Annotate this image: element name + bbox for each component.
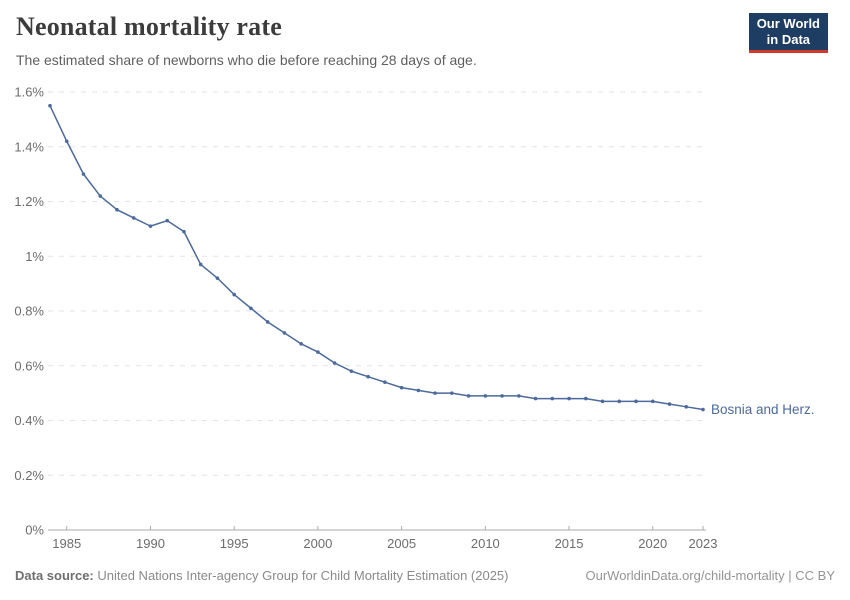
data-point: [399, 385, 404, 390]
x-tick-label: 2010: [471, 536, 500, 551]
x-tick-label: 2023: [689, 536, 718, 551]
data-point: [517, 394, 521, 398]
y-tick-label: 0.6%: [14, 358, 44, 373]
owid-logo-line1: Our World: [756, 16, 820, 31]
data-source: Data source: United Nations Inter-agency…: [15, 568, 509, 583]
data-source-text: United Nations Inter-agency Group for Ch…: [93, 568, 509, 583]
data-point: [282, 331, 287, 335]
data-point: [617, 399, 622, 404]
y-tick-label: 0.2%: [14, 468, 44, 483]
data-point: [98, 194, 103, 198]
data-point: [165, 218, 170, 223]
data-point: [667, 402, 672, 406]
data-point: [567, 396, 571, 401]
owid-logo[interactable]: Our World in Data: [748, 13, 828, 53]
data-source-label: Data source:: [15, 568, 94, 583]
data-point: [634, 399, 638, 404]
data-point: [450, 391, 454, 395]
chart-subtitle: The estimated share of newborns who die …: [16, 52, 477, 68]
x-tick-label: 2005: [387, 536, 416, 551]
data-point: [198, 262, 203, 267]
line-chart: 0% 0.2% 0.4% 0.6% 0.8% 1% 1.2% 1.4% 1.6% 1985 1990…: [0, 80, 850, 560]
x-tick-label: 2000: [303, 536, 332, 551]
data-point: [466, 394, 471, 398]
data-point: [583, 396, 588, 401]
footer-citation-link[interactable]: OurWorldinData.org/child-mortality | CC …: [585, 568, 836, 583]
x-tick-label: 2020: [638, 536, 667, 551]
data-point: [332, 361, 337, 365]
data-point: [416, 388, 421, 393]
data-point: [383, 380, 387, 384]
chart-footer: Data source: United Nations Inter-agency…: [15, 568, 835, 583]
y-tick-label: 1.4%: [14, 139, 44, 154]
data-point: [316, 350, 320, 354]
x-tick-label: 1990: [136, 536, 165, 551]
data-point: [81, 172, 86, 176]
data-point: [182, 229, 186, 234]
y-tick-label: 0.4%: [14, 413, 44, 428]
data-point: [433, 391, 437, 395]
data-point: [115, 207, 119, 212]
y-tick-label: 1%: [25, 249, 44, 264]
y-tick-label: 0%: [25, 523, 44, 538]
data-point: [232, 292, 236, 297]
data-point: [550, 396, 555, 401]
data-point: [265, 320, 270, 324]
entity-label: Bosnia and Herz.: [711, 402, 815, 417]
data-point: [701, 407, 705, 412]
y-tick-label: 1.6%: [14, 85, 44, 100]
data-line: [49, 105, 704, 411]
x-tick-label: 1985: [52, 536, 81, 551]
data-point: [299, 342, 303, 346]
data-point: [349, 369, 354, 374]
data-point: [650, 399, 655, 404]
data-point: [131, 216, 136, 220]
x-tick-label: 2015: [555, 536, 584, 551]
x-tick-label: 1995: [220, 536, 249, 551]
chart-canvas: 0% 0.2% 0.4% 0.6% 0.8% 1% 1.2% 1.4% 1.6% 1985 1990…: [14, 85, 815, 552]
data-point: [64, 139, 69, 144]
data-point: [483, 394, 488, 398]
data-point: [684, 405, 689, 409]
y-tick-label: 1.2%: [14, 194, 44, 209]
data-point: [48, 103, 52, 108]
data-point: [533, 396, 538, 401]
data-point: [500, 394, 504, 398]
data-point: [366, 374, 370, 379]
y-tick-label: 0.8%: [14, 304, 44, 319]
owid-logo-line2: in Data: [766, 32, 811, 47]
data-point: [249, 306, 253, 311]
data-point: [148, 224, 153, 228]
data-point: [215, 276, 220, 280]
page-title: Neonatal mortality rate: [16, 12, 282, 41]
data-point: [600, 399, 605, 404]
